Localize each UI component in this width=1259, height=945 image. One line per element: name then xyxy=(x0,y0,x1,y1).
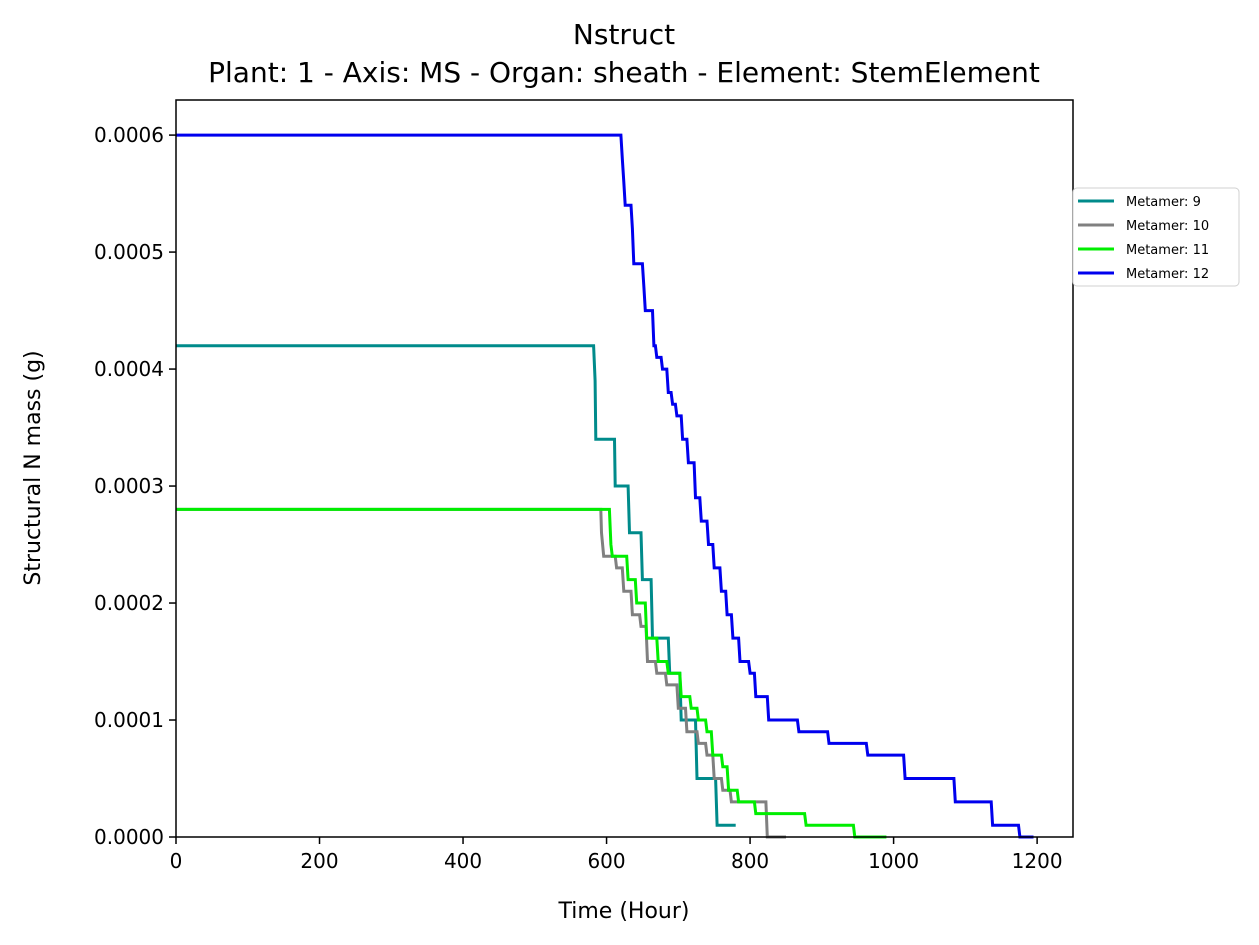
series-line-4 xyxy=(176,133,1034,839)
x-tick-label: 400 xyxy=(444,849,482,873)
chart-title: Nstruct xyxy=(573,18,675,51)
legend-box xyxy=(1072,187,1240,287)
x-axis: 0 200 400 600 800 1000 1200 xyxy=(170,837,1063,873)
chart-subtitle: Plant: 1 - Axis: MS - Organ: sheath - El… xyxy=(208,56,1040,89)
series-line-1 xyxy=(176,344,736,827)
legend-label-1: Metamer: 9 xyxy=(1126,195,1201,210)
y-tick-label: 0.0004 xyxy=(94,357,164,381)
y-tick-label: 0.0006 xyxy=(94,123,164,147)
x-tick-label: 800 xyxy=(731,849,769,873)
x-tick-label: 1200 xyxy=(1012,849,1063,873)
legend-label-3: Metamer: 11 xyxy=(1126,243,1209,258)
x-tick-label: 600 xyxy=(587,849,625,873)
y-axis: 0.0000 0.0001 0.0002 0.0003 0.0004 0.0005 0.00… xyxy=(94,123,176,849)
legend: Metamer: 9 Metamer: 10 Metamer: 11 Metamer:… xyxy=(1072,187,1240,287)
x-tick-label: 0 xyxy=(170,849,183,873)
y-tick-label: 0.0005 xyxy=(94,240,164,264)
series-line-2 xyxy=(176,507,786,839)
x-tick-label: 1000 xyxy=(868,849,919,873)
y-tick-label: 0.0002 xyxy=(94,591,164,615)
y-tick-label: 0.0000 xyxy=(94,825,164,849)
y-tick-label: 0.0003 xyxy=(94,474,164,498)
plot-frame xyxy=(175,99,1074,838)
series-layer xyxy=(176,133,1034,839)
x-axis-label: Time (Hour) xyxy=(558,899,690,924)
series-line-3 xyxy=(176,507,887,839)
legend-label-2: Metamer: 10 xyxy=(1126,219,1209,234)
legend-label-4: Metamer: 12 xyxy=(1126,267,1209,282)
y-tick-label: 0.0001 xyxy=(94,708,164,732)
y-axis-label: Structural N mass (g) xyxy=(21,350,46,585)
x-tick-label: 200 xyxy=(300,849,338,873)
